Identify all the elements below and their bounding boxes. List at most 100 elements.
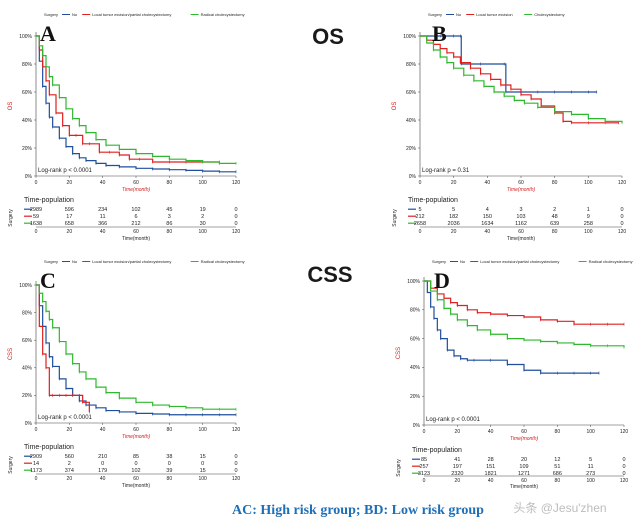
risk-x-tick-label: 60 xyxy=(521,478,527,484)
y-tick-label: 0% xyxy=(25,421,33,427)
risk-x-tick-label: 120 xyxy=(618,229,627,235)
y-tick-label: 60% xyxy=(410,336,421,342)
x-tick-label: 40 xyxy=(100,427,106,433)
x-tick-label: 60 xyxy=(133,180,139,186)
risk-value: 0 xyxy=(234,468,237,474)
risk-value: 2 xyxy=(553,207,556,213)
y-tick-label: 20% xyxy=(410,394,421,400)
risk-x-tick-label: 60 xyxy=(133,229,139,235)
risk-value: 0 xyxy=(234,207,237,213)
x-tick-label: 100 xyxy=(198,180,207,186)
risk-x-tick-label: 20 xyxy=(451,229,457,235)
risk-x-tick-label: 60 xyxy=(133,476,139,482)
risk-value: 2 xyxy=(68,461,71,467)
risk-value: 45 xyxy=(166,207,172,213)
legend-entry: Cholecystectomy xyxy=(534,12,564,17)
y-tick-label: 100% xyxy=(403,34,416,40)
y-tick-label: 100% xyxy=(19,34,32,40)
risk-value: 6 xyxy=(134,214,137,220)
risk-value: 4 xyxy=(486,207,489,213)
risk-value: 38 xyxy=(166,454,172,460)
risk-value: 197 xyxy=(453,464,462,470)
x-tick-label: 20 xyxy=(67,427,73,433)
x-tick-label: 120 xyxy=(232,180,241,186)
x-axis-label: Time(month) xyxy=(122,434,151,440)
x-tick-label: 0 xyxy=(35,427,38,433)
km-panel-d: Surgery No Local tumor excision/partial ch… xyxy=(396,259,633,490)
legend-title: Surgery xyxy=(432,259,446,264)
risk-value: 1638 xyxy=(30,221,42,227)
risk-x-tick-label: 40 xyxy=(100,476,106,482)
risk-value: 0 xyxy=(622,464,625,470)
risk-value: 0 xyxy=(234,454,237,460)
risk-value: 30 xyxy=(200,221,206,227)
risk-value: 3 xyxy=(519,207,522,213)
risk-x-tick-label: 100 xyxy=(198,476,207,482)
risk-x-tick-label: 80 xyxy=(555,478,561,484)
km-curve-radical xyxy=(36,35,236,164)
risk-value: 182 xyxy=(449,214,458,220)
y-tick-label: 60% xyxy=(406,90,417,96)
km-curve-radical xyxy=(420,35,623,123)
legend-entry: Radical cholecystectomy xyxy=(589,259,633,264)
risk-table-ylabel: Surgery xyxy=(392,209,398,227)
risk-x-tick-label: 40 xyxy=(488,478,494,484)
x-axis-label: Time(month) xyxy=(122,187,151,193)
risk-x-tick-label: 100 xyxy=(584,229,593,235)
legend-entry: No xyxy=(456,12,462,17)
km-panel-c: Surgery No Local tumor excision/partial ch… xyxy=(8,259,245,489)
risk-value: 151 xyxy=(486,464,495,470)
risk-value: 639 xyxy=(550,221,559,227)
risk-value: 2909 xyxy=(30,454,42,460)
panel-letter: A xyxy=(40,21,56,46)
risk-table-title: Time-population xyxy=(24,197,74,204)
y-tick-label: 80% xyxy=(22,62,33,68)
risk-x-label: Time(month) xyxy=(510,484,538,490)
risk-value: 12 xyxy=(554,457,560,463)
risk-table-title: Time-population xyxy=(24,444,74,451)
risk-value: 102 xyxy=(131,207,140,213)
risk-x-label: Time(month) xyxy=(122,483,150,489)
footer-caption: AC: High risk group; BD: Low risk group xyxy=(232,503,484,518)
legend-title: Surgery xyxy=(44,259,58,264)
risk-value: 5 xyxy=(452,207,455,213)
km-curve-local xyxy=(420,35,619,124)
x-tick-label: 80 xyxy=(552,180,558,186)
risk-value: 85 xyxy=(421,457,427,463)
y-tick-label: 20% xyxy=(22,393,33,399)
km-curve-local xyxy=(36,284,90,412)
x-tick-label: 60 xyxy=(521,429,527,435)
risk-value: 0 xyxy=(134,461,137,467)
y-tick-label: 40% xyxy=(410,365,421,371)
risk-x-tick-label: 120 xyxy=(232,229,241,235)
risk-value: 210 xyxy=(98,454,107,460)
risk-value: 0 xyxy=(620,221,623,227)
risk-table-ylabel: Surgery xyxy=(396,459,402,477)
legend-entry: Local tumor excision/partial cholecystec… xyxy=(92,12,171,17)
risk-x-tick-label: 80 xyxy=(167,229,173,235)
risk-value: 596 xyxy=(65,207,74,213)
risk-value: 1162 xyxy=(515,221,527,227)
risk-x-tick-label: 80 xyxy=(167,476,173,482)
y-axis-label: OS xyxy=(392,102,398,111)
km-curve-radical xyxy=(424,280,625,348)
y-tick-label: 0% xyxy=(25,174,33,180)
risk-table-title: Time-population xyxy=(412,447,462,454)
risk-x-tick-label: 120 xyxy=(232,476,241,482)
risk-value: 658 xyxy=(65,221,74,227)
x-tick-label: 40 xyxy=(488,429,494,435)
risk-value: 15 xyxy=(200,468,206,474)
risk-value: 1271 xyxy=(518,471,530,477)
risk-value: 59 xyxy=(33,214,39,220)
y-tick-label: 40% xyxy=(22,118,33,124)
y-tick-label: 100% xyxy=(407,279,420,285)
legend-title: Surgery xyxy=(428,12,442,17)
x-tick-label: 120 xyxy=(620,429,629,435)
risk-table-title: Time-population xyxy=(408,197,458,204)
risk-value: 212 xyxy=(415,214,424,220)
x-tick-label: 120 xyxy=(618,180,627,186)
risk-value: 1 xyxy=(587,207,590,213)
risk-value: 686 xyxy=(553,471,562,477)
watermark: 头条 @Jesu'zhen xyxy=(513,501,606,515)
risk-value: 0 xyxy=(620,207,623,213)
